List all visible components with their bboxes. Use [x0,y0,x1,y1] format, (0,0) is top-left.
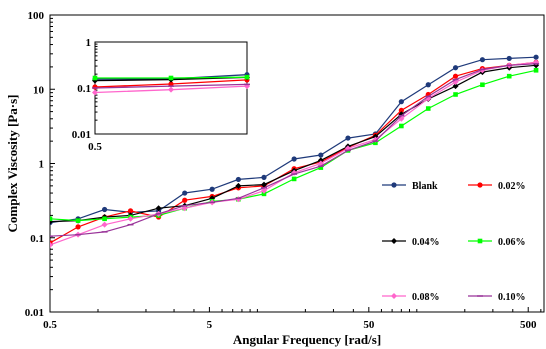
inset-series-0-08pct [92,83,250,96]
data-point-blank [345,135,351,141]
data-point-blank [479,57,486,63]
data-point-0-06pct [399,123,404,129]
legend-marker [477,182,483,188]
data-point-blank [398,99,404,105]
x-axis-title: Angular Frequency [rad/s] [233,332,381,347]
legend-label: 0.06% [498,237,526,248]
data-point-0-04pct [260,181,267,188]
legend-marker [391,238,397,244]
y-tick-label: 0.01 [25,307,44,319]
data-point-blank [291,156,297,162]
data-point-0-06pct [102,216,107,222]
inset-x-tick-label: 0.5 [88,141,102,153]
inset-series-0-10pct [92,83,250,89]
data-point-0-04pct [235,182,242,189]
data-point-0-06pct [261,191,267,197]
data-point-blank [209,186,215,192]
series-group [50,54,540,248]
inset-y-tick-label: 0.1 [77,83,91,95]
data-point-0-04pct [452,83,459,90]
legend-marker [391,293,397,299]
data-point-blank [425,82,431,88]
y-tick-label: 0.1 [30,233,44,245]
legend-label: 0.10% [498,292,526,303]
legend-marker [391,182,397,188]
data-point-0-02pct [127,208,134,214]
data-point-blank [533,54,539,60]
data-point-0-02pct [398,107,404,113]
inset-y-tick-label: 0.01 [72,129,91,141]
inset-chart: 0.01 0.1 1 0.5 [72,37,250,153]
y-tick-label: 1 [39,159,45,171]
legend-item-0-08pct: 0.08% [382,292,440,303]
data-point-blank [182,190,188,196]
inset-data-point-0-02pct [92,84,98,90]
data-point-0-06pct [480,82,485,88]
data-point-0-06pct [318,165,324,170]
data-point-blank [318,152,324,158]
data-point-0-06pct [373,140,378,146]
legend-label: 0.02% [498,181,526,192]
legend-item-0-06pct: 0.06% [468,237,526,248]
data-point-0-06pct [453,92,458,97]
x-tick-label: 5 [207,319,213,331]
legend-item-0-04pct: 0.04% [382,237,440,248]
data-point-0-04pct [155,205,162,212]
data-point-blank [452,65,459,71]
series-0-08pct [50,59,540,248]
data-point-0-08pct [50,241,53,248]
inset-series-0-06pct [92,74,250,81]
inset-data-point-0-02pct [168,81,174,87]
legend-label: Blank [412,181,438,192]
inset-data-point-0-06pct [244,74,250,80]
inset-data-point-0-06pct [168,75,174,81]
y-tick-label: 10 [33,84,45,96]
data-point-blank [235,176,241,183]
x-tick-label: 500 [520,319,537,331]
data-point-0-04pct [317,157,324,164]
data-point-blank [101,206,108,213]
data-point-0-06pct [291,176,297,182]
data-point-0-06pct [533,67,539,73]
x-tick-label: 50 [363,319,375,331]
data-point-0-02pct [182,197,188,203]
data-point-0-08pct [101,221,108,228]
data-point-blank [261,174,267,180]
inset-data-point-0-08pct [92,89,98,96]
y-axis-title: Complex Viscosity [Pa·s] [5,95,20,233]
data-point-0-08pct [127,215,134,222]
data-point-0-06pct [425,106,431,111]
legend-item-0-10pct: 0.10% [468,292,526,303]
data-point-0-02pct [75,224,81,230]
data-point-0-02pct [452,73,459,79]
legend: Blank 0.02% 0.04% 0.06% 0.08% 0.10% [382,181,526,303]
data-point-blank [506,55,512,62]
data-point-0-06pct [506,73,512,79]
inset-data-point-0-08pct [168,86,174,93]
legend-label: 0.08% [412,292,440,303]
data-point-0-06pct [50,216,53,222]
legend-item-blank: Blank [382,181,438,192]
data-point-0-08pct [260,187,267,194]
legend-label: 0.04% [412,237,440,248]
inset-y-tick-label: 1 [86,37,92,49]
series-0-10pct [50,63,540,237]
data-point-0-06pct [75,218,81,223]
legend-item-0-02pct: 0.02% [468,181,526,192]
x-tick-label: 0.5 [43,319,57,331]
y-tick-label: 100 [28,10,45,22]
legend-marker [477,238,483,244]
inset-data-point-0-06pct [92,75,98,81]
